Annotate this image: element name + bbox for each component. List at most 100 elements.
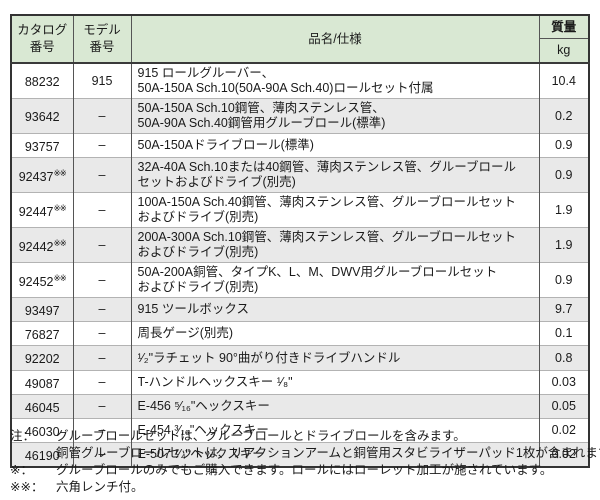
mass-value-cell: 10.4 <box>538 63 589 99</box>
product-name-cell: 50A-200A銅管、タイプK、L、M、DWV用グルーブロールセット およびドラ… <box>130 262 539 298</box>
product-name-line1: 50A-150A Sch.10鋼管、薄肉ステンレス管、 <box>137 101 385 115</box>
note-marker: ※※ <box>53 167 67 178</box>
product-name-line1: 32A-40A Sch.10または40鋼管、薄肉ステンレス管、グルーブロール <box>137 160 517 175</box>
catalog-number-cell: 46190 <box>11 442 73 468</box>
product-name-cell: ¹⁄₂"ラチェット 90°曲がり付きドライブハンドル <box>130 345 539 371</box>
catalog-number-cell: 92442※※ <box>11 227 73 263</box>
model-number-cell: – <box>72 262 131 298</box>
product-name-line1: 50A-150Aドライブロール(標準) <box>137 138 314 153</box>
product-name-cell: 32A-40A Sch.10または40鋼管、薄肉ステンレス管、グルーブロール セ… <box>130 157 539 193</box>
product-name-line2: 50A-150A Sch.10(50A-90A Sch.40)ロールセット付属 <box>137 81 434 95</box>
catalog-number-cell: 93757 <box>11 132 73 158</box>
table-row: 88232 915 915 ロールグルーバー、 50A-150A Sch.10(… <box>11 63 589 99</box>
model-number-cell: – <box>72 345 131 371</box>
product-name-line1: 915 ツールボックス <box>137 302 249 317</box>
footnote-text: グルーブロールのみでもご購入できます。ロールにはローレット加工が施されています。 <box>56 463 553 477</box>
model-number-cell: – <box>72 369 131 395</box>
table-row: 92202 – ¹⁄₂"ラチェット 90°曲がり付きドライブハンドル 0.8 <box>11 345 589 371</box>
table-row: 76827 – 周長ゲージ(別売) 0.1 <box>11 321 589 346</box>
catalog-number-cell: 92447※※ <box>11 192 73 228</box>
header-mass: 質量 kg <box>538 15 589 64</box>
table-row: 92437※※ – 32A-40A Sch.10または40鋼管、薄肉ステンレス管… <box>11 157 589 193</box>
footnote-label: ※※： <box>10 480 44 494</box>
catalog-number: 46030 <box>24 425 60 440</box>
catalog-number-cell: 49087 <box>11 369 73 395</box>
model-number-cell: – <box>72 321 131 346</box>
product-name-line1: E-456 ⁵⁄₁₆"ヘックスキー <box>137 398 270 413</box>
catalog-number-cell: 93497 <box>11 297 73 322</box>
product-name-line1: E-454 ³⁄₁₆"ヘックスキー <box>137 423 269 438</box>
footnote-text: グルーブロールセットは、グルーブロールとドライブロールを含みます。 <box>56 429 466 443</box>
model-number-cell: – <box>72 297 131 322</box>
mass-value-cell: 0.05 <box>538 393 589 419</box>
mass-value-cell: 0.2 <box>538 98 589 134</box>
product-name-line1: 200A-300A Sch.10鋼管、薄肉ステンレス管、グルーブロールセット <box>137 230 517 245</box>
catalog-number-cell: 92202 <box>11 345 73 371</box>
catalog-number: 92452 <box>18 274 54 289</box>
catalog-number: 46190 <box>24 449 60 464</box>
catalog-number-cell: 88232 <box>11 63 73 99</box>
model-number-cell: – <box>72 393 131 419</box>
mass-value-cell: 0.02 <box>538 417 589 443</box>
model-number-cell: – <box>72 192 131 228</box>
product-name-line2: およびドライブ(別売) <box>137 245 259 260</box>
product-name-line2: セットおよびドライブ(別売) <box>137 175 296 190</box>
mass-value-cell: 0.03 <box>538 369 589 395</box>
catalog-number-cell: 76827 <box>11 321 73 346</box>
table-row: 92452※※ – 50A-200A銅管、タイプK、L、M、DWV用グルーブロー… <box>11 262 589 298</box>
header-mass-label: 質量 <box>539 16 588 39</box>
mass-value-cell: 0.9 <box>538 132 589 158</box>
catalog-number-cell: 92437※※ <box>11 157 73 193</box>
header-model-line2: 番号 <box>89 40 115 54</box>
catalog-number-cell: 46030 <box>11 417 73 443</box>
catalog-number: 46045 <box>24 400 60 415</box>
header-mass-unit: kg <box>557 43 571 57</box>
table-row: 46045 – E-456 ⁵⁄₁₆"ヘックスキー 0.05 <box>11 393 589 419</box>
product-name-cell: T-ハンドルヘックスキー ¹⁄₈" <box>130 369 539 395</box>
product-name-line1: 100A-150A Sch.40鋼管、薄肉ステンレス管、グルーブロールセット <box>137 195 517 210</box>
footnote-label: 注： <box>10 429 36 443</box>
product-name-line1: 周長ゲージ(別売) <box>137 326 234 341</box>
header-product-name: 品名/仕様 <box>130 15 539 64</box>
mass-value-cell: 1.9 <box>538 227 589 263</box>
table-row: 92447※※ – 100A-150A Sch.40鋼管、薄肉ステンレス管、グル… <box>11 192 589 228</box>
catalog-number: 93497 <box>24 304 60 319</box>
product-name-line1: T-ハンドルヘックスキー ¹⁄₈" <box>137 374 293 389</box>
table-row: 93757 – 50A-150Aドライブロール(標準) 0.9 <box>11 132 589 158</box>
mass-value-cell: 0.02 <box>538 442 589 468</box>
catalog-number-cell: 92452※※ <box>11 262 73 298</box>
mass-value-cell: 0.1 <box>538 321 589 346</box>
model-number-cell: – <box>72 132 131 158</box>
catalog-number: 93757 <box>24 140 60 155</box>
model-number-cell: – <box>72 157 131 193</box>
product-name-line1: 50A-200A銅管、タイプK、L、M、DWV用グルーブロールセット <box>137 265 498 280</box>
mass-value-cell: 9.7 <box>538 297 589 322</box>
product-name-line2: およびドライブ(別売) <box>137 210 259 225</box>
product-name-cell: 50A-150A Sch.10鋼管、薄肉ステンレス管、 50A-90A Sch.… <box>130 98 539 134</box>
catalog-number: 92442 <box>18 239 54 254</box>
product-spec-table: カタログ 番号 モデル 番号 品名/仕様 質量 kg 88232 915 915… <box>10 14 590 469</box>
footnote-text: 銅管グルーブロールセットは、リアクションアームと銅管用スタビライザーパッド1枚が… <box>56 446 600 460</box>
catalog-number: 49087 <box>24 376 60 391</box>
product-name-cell: 915 ロールグルーバー、 50A-150A Sch.10(50A-90A Sc… <box>130 63 539 99</box>
catalog-number: 93642 <box>24 110 60 125</box>
product-name-cell: E-454 ³⁄₁₆"ヘックスキー <box>130 417 539 443</box>
footnote-line: 注： グルーブロールセットは、グルーブロールとドライブロールを含みます。 <box>10 428 594 445</box>
product-name-cell: E-507 ¹⁄₄"ヘックスキー <box>130 442 539 468</box>
header-catalog-line2: 番号 <box>29 40 55 54</box>
footnote-line: ※※： 六角レンチ付。 <box>10 479 594 496</box>
product-name-line2: およびドライブ(別売) <box>137 280 259 295</box>
table-row: 46030 – E-454 ³⁄₁₆"ヘックスキー 0.02 <box>11 417 589 443</box>
catalog-number: 76827 <box>24 328 60 343</box>
footnote-text: 六角レンチ付。 <box>56 480 144 494</box>
note-marker: ※※ <box>53 237 67 248</box>
footnote-line: ※： グルーブロールのみでもご購入できます。ロールにはローレット加工が施されてい… <box>10 462 594 479</box>
catalog-number-cell: 93642 <box>11 98 73 134</box>
catalog-number: 92447 <box>18 204 54 219</box>
product-name-cell: 100A-150A Sch.40鋼管、薄肉ステンレス管、グルーブロールセット お… <box>130 192 539 228</box>
footnote-label <box>10 445 56 462</box>
footnotes: 注： グルーブロールセットは、グルーブロールとドライブロールを含みます。 銅管グ… <box>10 428 600 496</box>
catalog-number: 92437 <box>18 169 54 184</box>
catalog-number: 92202 <box>24 352 60 367</box>
header-model-number: モデル 番号 <box>72 15 131 64</box>
